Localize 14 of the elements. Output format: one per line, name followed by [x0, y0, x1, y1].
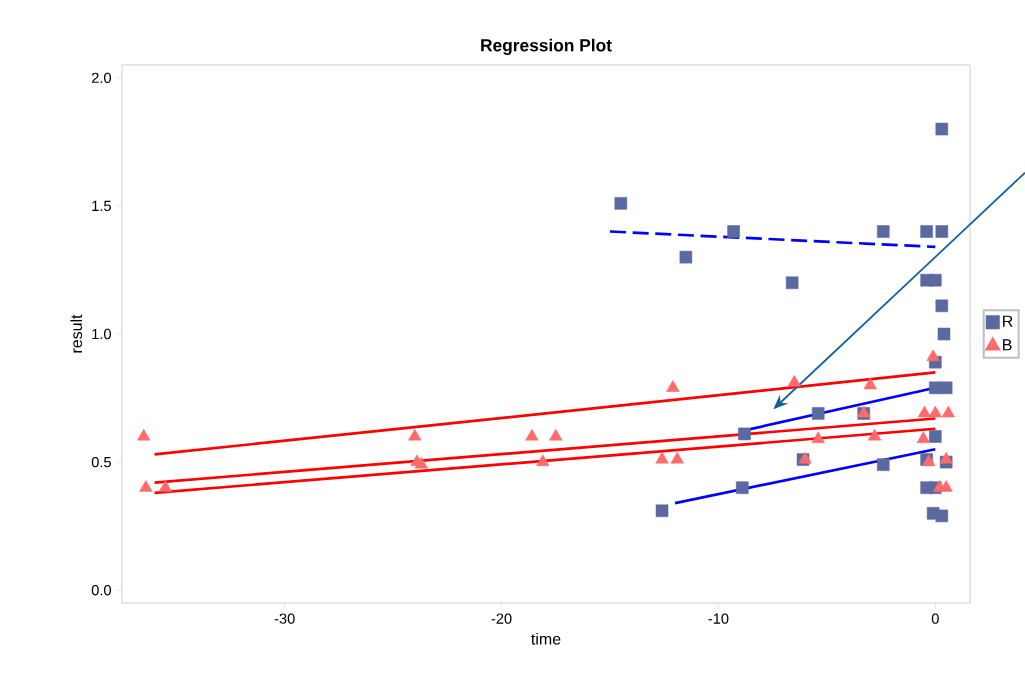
y-tick-label: 1.5: [92, 200, 111, 212]
x-tick-label: 0: [931, 613, 939, 624]
y-tick-label: 2.0: [91, 72, 112, 83]
legend-label: R: [1003, 315, 1013, 327]
y-axis-title: result: [70, 314, 83, 353]
legend-label: B: [1003, 339, 1012, 351]
y-tick-label: 0.5: [91, 456, 111, 468]
x-tick-label: -10: [708, 613, 729, 624]
x-tick-label: -20: [491, 613, 512, 624]
x-tick-label: -30: [274, 613, 295, 624]
x-axis-title: time: [531, 632, 561, 645]
chart-title: Regression Plot: [481, 38, 612, 55]
y-tick-label: 1.0: [92, 328, 112, 340]
y-tick-label: 0.0: [91, 585, 112, 596]
